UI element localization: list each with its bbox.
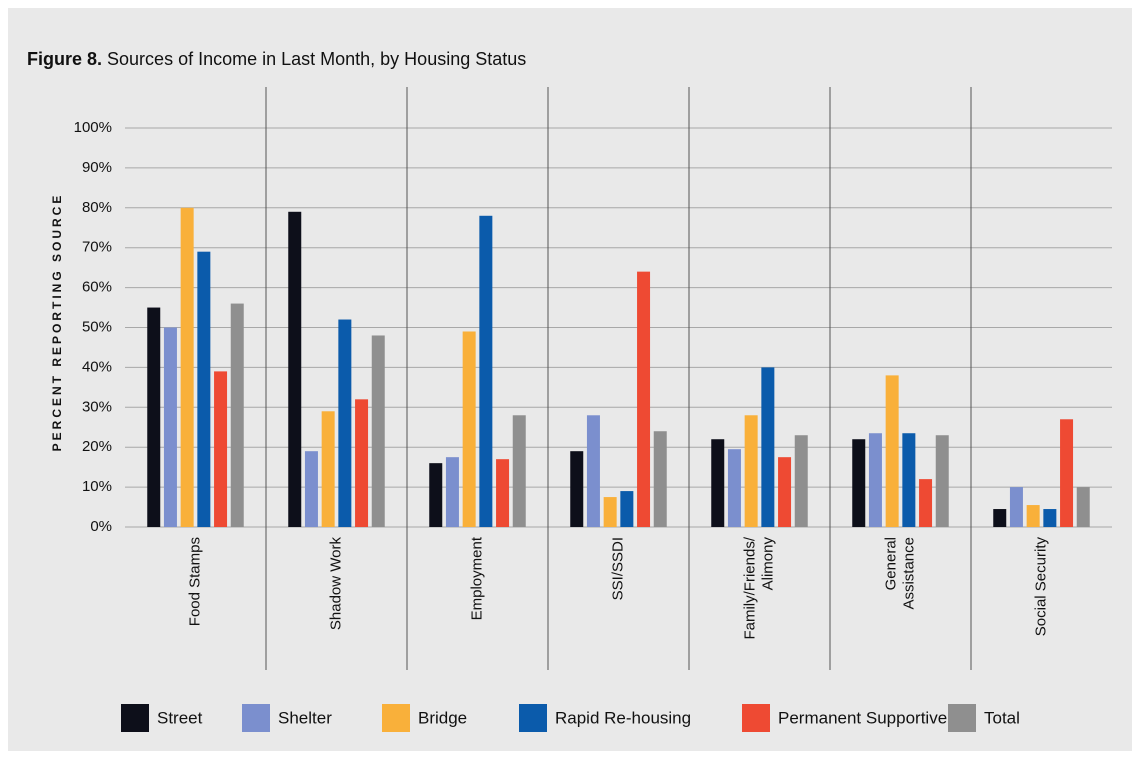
y-axis-label: PERCENT REPORTING SOURCE — [50, 193, 64, 452]
bar — [304, 451, 318, 527]
y-tick-label: 40% — [82, 358, 112, 375]
bar — [711, 439, 725, 527]
y-tick-label: 60% — [82, 279, 112, 296]
legend-swatch — [382, 704, 410, 732]
bar — [462, 331, 476, 527]
x-tick-label: Shadow Work — [327, 537, 344, 631]
bar — [885, 375, 899, 527]
legend-swatch — [742, 704, 770, 732]
bar — [794, 435, 808, 527]
bar — [744, 415, 758, 527]
bar — [1043, 509, 1057, 527]
bar — [1076, 487, 1090, 527]
legend-label: Bridge — [418, 708, 467, 727]
bar — [919, 479, 933, 527]
bar — [761, 367, 775, 527]
y-tick-label: 100% — [74, 119, 112, 136]
bar — [429, 463, 443, 527]
bar — [147, 307, 161, 527]
bar — [637, 271, 651, 527]
legend-swatch — [948, 704, 976, 732]
figure-label: Figure 8. — [27, 49, 102, 69]
bar — [603, 497, 617, 527]
legend-swatch — [242, 704, 270, 732]
chart-title: Sources of Income in Last Month, by Hous… — [107, 49, 526, 69]
bar — [338, 319, 352, 527]
title: Figure 8. Sources of Income in Last Mont… — [27, 49, 526, 69]
y-tick-label: 10% — [82, 478, 112, 495]
bar — [868, 433, 882, 527]
bar — [371, 335, 385, 527]
y-tick-label: 80% — [82, 199, 112, 216]
bar — [620, 491, 634, 527]
legend-label: Total — [984, 708, 1020, 727]
panel — [8, 8, 1132, 751]
bar — [727, 449, 741, 527]
bar — [852, 439, 866, 527]
x-tick-label: Food Stamps — [186, 537, 203, 626]
bar — [778, 457, 792, 527]
bar — [180, 207, 194, 528]
legend-label: Permanent Supportive — [778, 708, 947, 727]
bar — [214, 371, 228, 527]
bar — [197, 251, 211, 527]
bar — [993, 509, 1007, 527]
x-tick-label: Social Security — [1032, 537, 1049, 637]
y-tick-label: 0% — [90, 518, 112, 535]
bar — [935, 435, 949, 527]
bar — [288, 211, 302, 528]
legend-label: Rapid Re-housing — [555, 708, 691, 727]
y-tick-label: 50% — [82, 318, 112, 335]
legend-label: Street — [157, 708, 203, 727]
bar — [586, 415, 600, 527]
bar — [355, 399, 369, 527]
bar — [1060, 419, 1074, 527]
x-tick-label: Employment — [468, 536, 485, 620]
bar — [570, 451, 584, 527]
bar — [445, 457, 459, 527]
x-tick-label: SSI/SSDI — [609, 537, 626, 600]
x-tick-label: Family/Friends/Alimony — [741, 536, 776, 639]
bar — [512, 415, 526, 527]
legend-swatch — [121, 704, 149, 732]
y-tick-label: 70% — [82, 239, 112, 256]
bar — [230, 303, 244, 527]
legend-swatch — [519, 704, 547, 732]
bar — [479, 215, 493, 527]
bar — [1009, 487, 1023, 527]
legend-label: Shelter — [278, 708, 332, 727]
y-tick-label: 90% — [82, 159, 112, 176]
y-tick-label: 20% — [82, 438, 112, 455]
bar — [653, 431, 667, 527]
x-tick-label: GeneralAssistance — [882, 537, 917, 610]
bar — [496, 459, 510, 527]
y-tick-label: 30% — [82, 398, 112, 415]
bar — [163, 327, 177, 527]
bar — [1026, 505, 1040, 527]
bar — [902, 433, 916, 527]
bar — [321, 411, 335, 527]
